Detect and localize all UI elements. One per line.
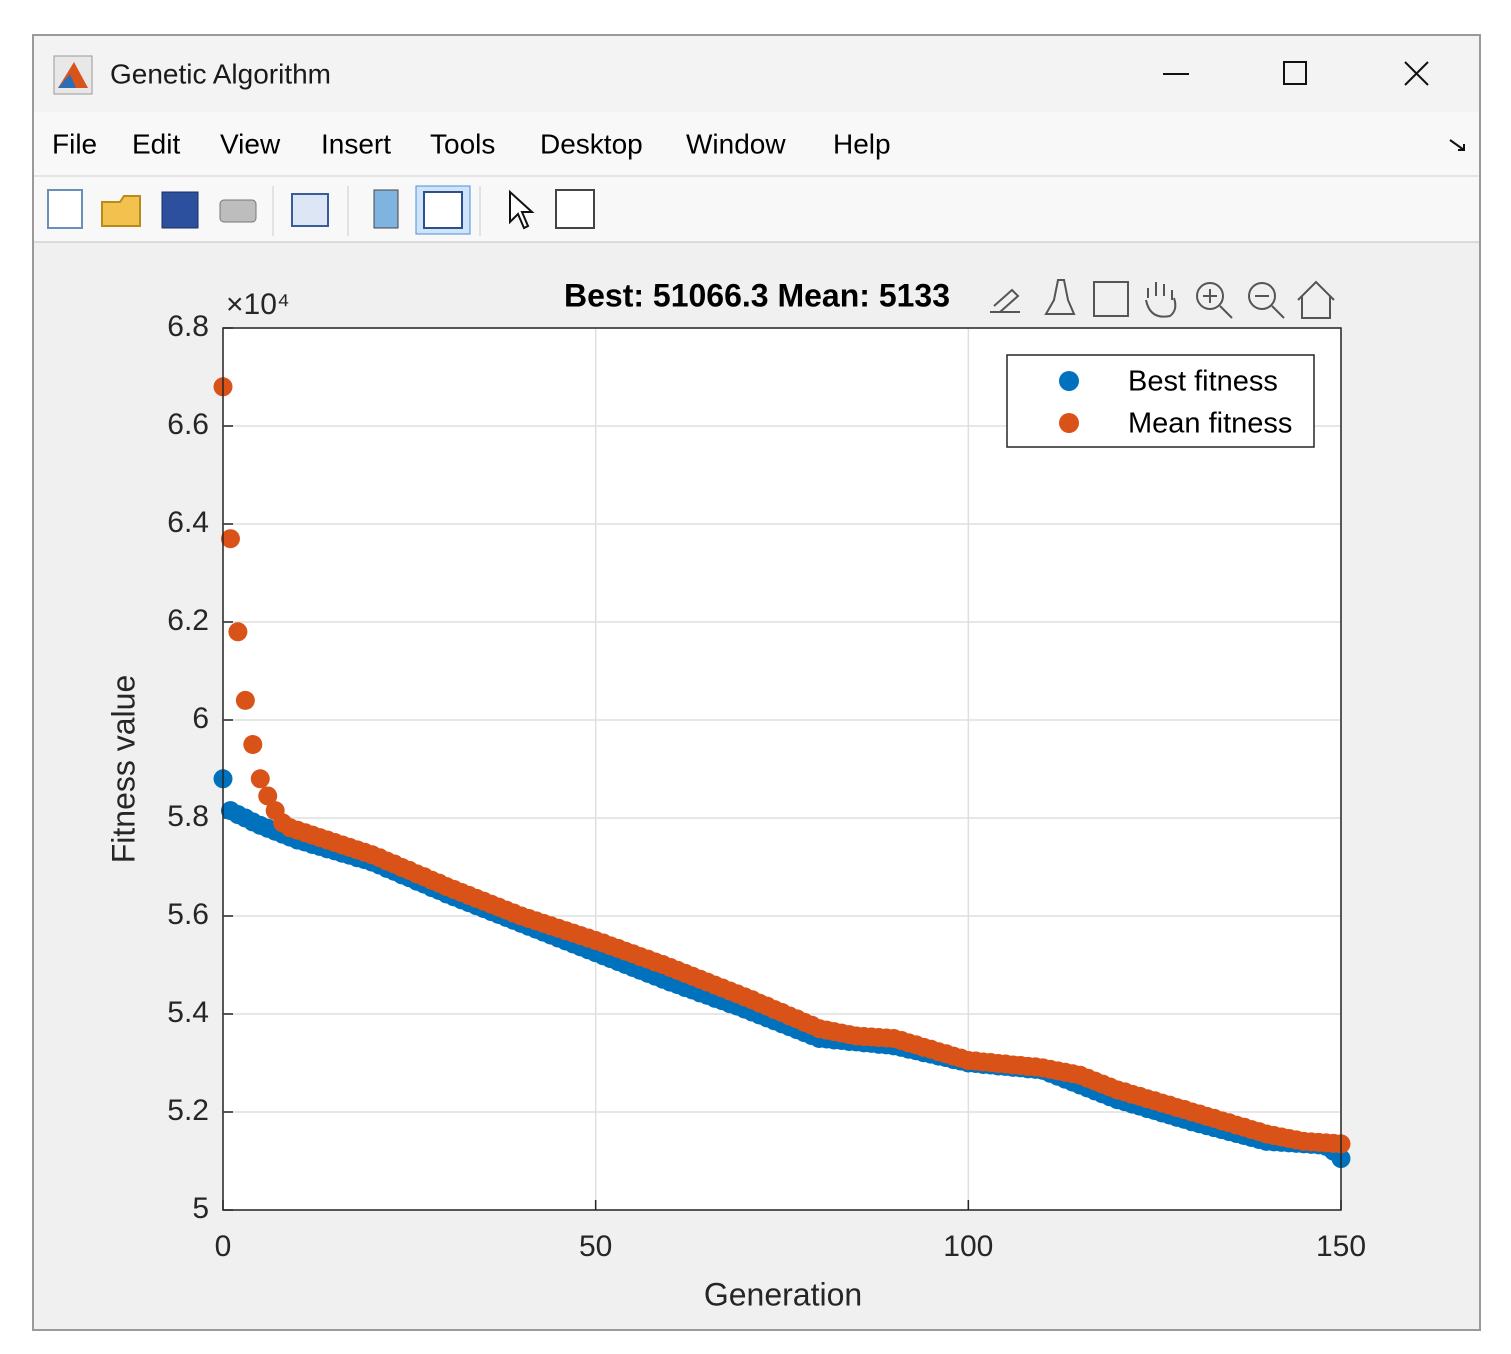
data-point: [250, 769, 270, 789]
data-point: [228, 622, 248, 642]
data-point: [243, 735, 263, 754]
menu-toolbar-area: [34, 112, 1479, 242]
menu-item[interactable]: Desktop: [540, 128, 643, 159]
maximize-button[interactable]: [1283, 61, 1307, 85]
legend-marker: [1059, 413, 1079, 433]
menu-item[interactable]: Edit: [132, 128, 180, 159]
y-tick-label: 5: [192, 1192, 209, 1225]
legend: Best fitness Mean fitness: [1006, 354, 1315, 448]
save-button[interactable]: [161, 191, 199, 229]
dock-arrow[interactable]: [1449, 139, 1465, 151]
pointer-button[interactable]: [509, 189, 535, 230]
window-title: Genetic Algorithm: [110, 58, 331, 89]
y-tick-label: 6.6: [167, 408, 209, 441]
data-point: [258, 786, 278, 806]
plot-area: [223, 328, 1341, 1210]
menu-item[interactable]: Insert: [321, 128, 391, 159]
zoom-out-tool[interactable]: [1248, 282, 1276, 310]
legend-label: Mean fitness: [1128, 408, 1292, 440]
home-tool[interactable]: [1297, 280, 1335, 319]
data-layer: [213, 377, 1351, 1169]
x-tick-label: 0: [215, 1230, 232, 1263]
pan-tool[interactable]: [1145, 282, 1177, 318]
y-tick-label: 5.8: [167, 800, 209, 833]
y-tick-label: 5.2: [167, 1094, 209, 1127]
brush-tool[interactable]: [1044, 279, 1076, 315]
x-tick-label: 50: [579, 1230, 612, 1263]
close-button[interactable]: [1404, 61, 1429, 86]
menu-item[interactable]: Help: [833, 128, 891, 159]
y-tick-label: 6: [192, 702, 209, 735]
new-button[interactable]: [47, 189, 83, 229]
link-button[interactable]: [291, 193, 329, 227]
data-point: [220, 529, 240, 549]
legend-icon: [423, 191, 463, 229]
zoom-in-tool[interactable]: [1196, 282, 1224, 310]
axes-toolbar: [990, 279, 1335, 319]
open-button[interactable]: [101, 195, 141, 227]
axes-box: [222, 327, 1342, 1211]
edit-tool[interactable]: [990, 288, 1020, 313]
app-icon: [53, 55, 93, 95]
colorbar-button[interactable]: [373, 189, 399, 229]
data-point: [235, 690, 255, 710]
menu-item[interactable]: File: [52, 128, 97, 159]
y-exponent: ×10⁴: [226, 288, 290, 321]
property-button[interactable]: [555, 189, 595, 229]
legend-marker: [1059, 371, 1079, 391]
y-tick-label: 6.8: [167, 310, 209, 343]
menu-item[interactable]: Tools: [430, 128, 495, 159]
title-bar: [34, 36, 1479, 112]
y-tick-label: 6.4: [167, 506, 209, 539]
menu-item[interactable]: Window: [686, 128, 786, 159]
chart-title: Best: 51066.3 Mean: 5133: [564, 277, 950, 313]
datatip-tool[interactable]: [1093, 281, 1129, 317]
legend-box: [1006, 354, 1315, 448]
toolbar: [47, 185, 595, 236]
y-axis-label: Fitness value: [105, 675, 141, 864]
y-tick-label: 5.4: [167, 996, 209, 1029]
x-tick-label: 150: [1316, 1230, 1366, 1263]
x-tick-label: 100: [943, 1230, 993, 1263]
legend-label: Best fitness: [1128, 366, 1278, 398]
y-tick-label: 5.6: [167, 898, 209, 931]
print-button[interactable]: [219, 199, 257, 223]
menu-item[interactable]: View: [220, 128, 281, 159]
x-axis-label: Generation: [704, 1276, 862, 1312]
y-tick-label: 6.2: [167, 604, 209, 637]
